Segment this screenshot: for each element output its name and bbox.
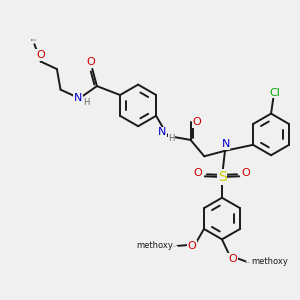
Text: methoxy: methoxy <box>171 246 178 247</box>
Text: H: H <box>168 134 175 143</box>
Text: O: O <box>242 168 250 178</box>
Text: N: N <box>74 93 82 103</box>
Text: N: N <box>221 139 230 149</box>
Text: O: O <box>193 117 202 127</box>
Text: Cl: Cl <box>269 88 280 98</box>
Text: methoxy: methoxy <box>246 262 252 263</box>
Text: methoxy: methoxy <box>136 242 173 250</box>
Text: O: O <box>36 50 45 60</box>
Text: N: N <box>158 127 166 137</box>
Text: O: O <box>36 50 44 60</box>
Text: S: S <box>218 170 226 184</box>
Text: O: O <box>86 57 95 67</box>
Text: methoxy: methoxy <box>31 40 38 41</box>
Text: O: O <box>194 168 203 178</box>
Text: H: H <box>83 98 89 107</box>
Text: methoxy: methoxy <box>251 257 288 266</box>
Text: O: O <box>228 254 237 264</box>
Text: methoxy: methoxy <box>31 39 37 41</box>
Text: O: O <box>188 241 197 251</box>
